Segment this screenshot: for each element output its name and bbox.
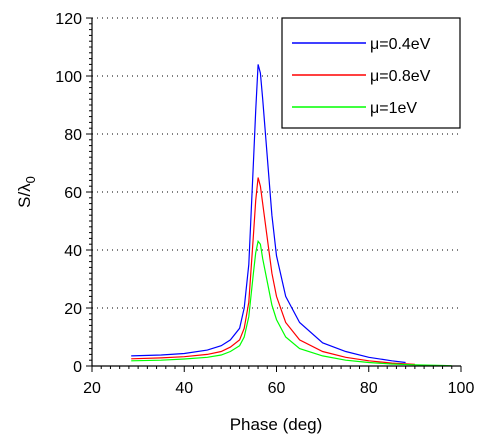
- y-axis-title-subscript: 0: [23, 176, 38, 183]
- x-tick-label-80: 80: [360, 380, 378, 397]
- y-axis-title-main: S/λ: [15, 183, 34, 208]
- x-tick-label-40: 40: [175, 380, 193, 397]
- y-tick-label-120: 120: [55, 11, 82, 28]
- series-lines: [131, 64, 452, 367]
- series-line-3: [131, 239, 452, 367]
- x-tick-label-60: 60: [268, 380, 286, 397]
- y-tick-label-60: 60: [64, 185, 82, 202]
- legend: μ=0.4eV μ=0.8eV μ=1eV: [281, 17, 461, 129]
- series-line-1: [131, 64, 406, 364]
- tick-marks: [86, 17, 462, 372]
- y-tick-label-40: 40: [64, 243, 82, 260]
- y-tick-label-20: 20: [64, 301, 82, 318]
- legend-box: [281, 17, 461, 129]
- x-tick-label-100: 100: [448, 380, 475, 397]
- y-tick-label-80: 80: [64, 127, 82, 144]
- x-tick-label-20: 20: [83, 380, 101, 397]
- x-axis-title: Phase (deg): [230, 415, 323, 434]
- y-tick-label-100: 100: [55, 69, 82, 86]
- legend-label-3: μ=1eV: [370, 100, 417, 117]
- legend-label-1: μ=0.4eV: [370, 36, 431, 53]
- legend-label-2: μ=0.8eV: [370, 68, 431, 85]
- y-axis-title: S/λ0: [15, 176, 38, 208]
- series-line-2: [131, 177, 415, 365]
- y-tick-label-0: 0: [73, 359, 82, 376]
